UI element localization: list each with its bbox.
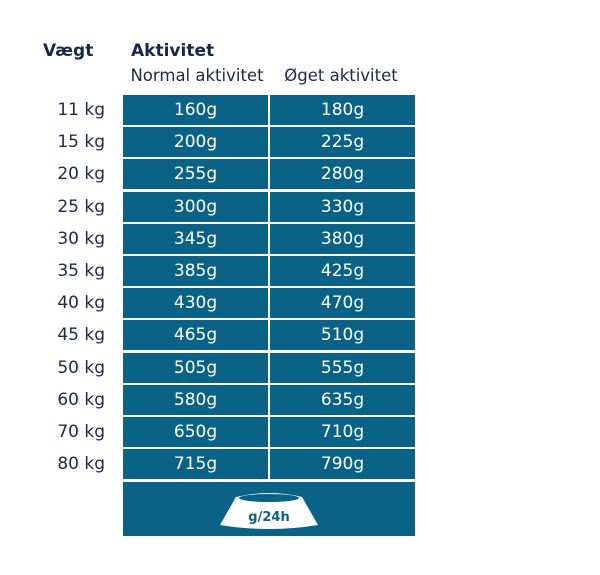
table-row: 60 kg 580g 635g xyxy=(57,384,415,415)
unit-cell: g/24h xyxy=(123,482,415,536)
weight-label: 25 kg xyxy=(57,196,105,217)
weight-label: 35 kg xyxy=(57,260,105,281)
normal-amount: 715g xyxy=(123,449,268,480)
normal-activity-header: Normal aktivitet xyxy=(130,66,264,85)
weight-label: 45 kg xyxy=(57,325,105,346)
table-row: 20 kg 255g 280g xyxy=(57,159,415,190)
normal-amount: 430g xyxy=(123,288,268,319)
increased-amount: 470g xyxy=(270,288,415,319)
weight-label: 40 kg xyxy=(57,293,105,314)
weight-label: 70 kg xyxy=(57,421,105,442)
table-row: 50 kg 505g 555g xyxy=(57,352,415,383)
normal-amount: 255g xyxy=(123,159,268,190)
weight-label: 15 kg xyxy=(57,132,105,153)
table-row: 80 kg 715g 790g xyxy=(57,449,415,480)
table-row: 30 kg 345g 380g xyxy=(57,223,415,254)
increased-amount: 280g xyxy=(270,159,415,190)
weight-label: 11 kg xyxy=(57,100,105,120)
table-row: 25 kg 300g 330g xyxy=(57,191,415,222)
feeding-table: 11 kg 160g 180g 15 kg 200g 225g 20 kg 255g… xyxy=(57,95,415,481)
increased-amount: 635g xyxy=(270,384,415,415)
unit-label: g/24h xyxy=(248,510,289,525)
increased-amount: 330g xyxy=(270,191,415,222)
table-row: 40 kg 430g 470g xyxy=(57,288,415,319)
weight-header: Vægt xyxy=(43,41,94,61)
weight-label: 60 kg xyxy=(57,389,105,410)
increased-amount: 710g xyxy=(270,416,415,447)
normal-amount: 345g xyxy=(123,223,268,254)
increased-amount: 510g xyxy=(270,320,415,351)
increased-amount: 425g xyxy=(270,255,415,286)
increased-amount: 180g xyxy=(270,95,415,125)
normal-amount: 385g xyxy=(123,255,268,286)
weight-label: 20 kg xyxy=(57,164,105,185)
increased-activity-header: Øget aktivitet xyxy=(284,66,398,85)
food-bowl-icon: g/24h xyxy=(220,493,318,529)
weight-label: 50 kg xyxy=(57,357,105,378)
table-row: 70 kg 650g 710g xyxy=(57,416,415,447)
increased-amount: 790g xyxy=(270,449,415,480)
weight-label: 80 kg xyxy=(57,454,105,475)
table-row: 15 kg 200g 225g xyxy=(57,127,415,158)
table-row: 35 kg 385g 425g xyxy=(57,255,415,286)
weight-label: 30 kg xyxy=(57,228,105,249)
normal-amount: 300g xyxy=(123,191,268,222)
increased-amount: 225g xyxy=(270,127,415,158)
increased-amount: 555g xyxy=(270,352,415,383)
normal-amount: 580g xyxy=(123,384,268,415)
normal-amount: 505g xyxy=(123,352,268,383)
table-row: 11 kg 160g 180g xyxy=(57,95,415,125)
activity-header: Aktivitet xyxy=(131,41,215,61)
normal-amount: 465g xyxy=(123,320,268,351)
normal-amount: 160g xyxy=(123,95,268,125)
increased-amount: 380g xyxy=(270,223,415,254)
normal-amount: 200g xyxy=(123,127,268,158)
normal-amount: 650g xyxy=(123,416,268,447)
table-row: 45 kg 465g 510g xyxy=(57,320,415,351)
